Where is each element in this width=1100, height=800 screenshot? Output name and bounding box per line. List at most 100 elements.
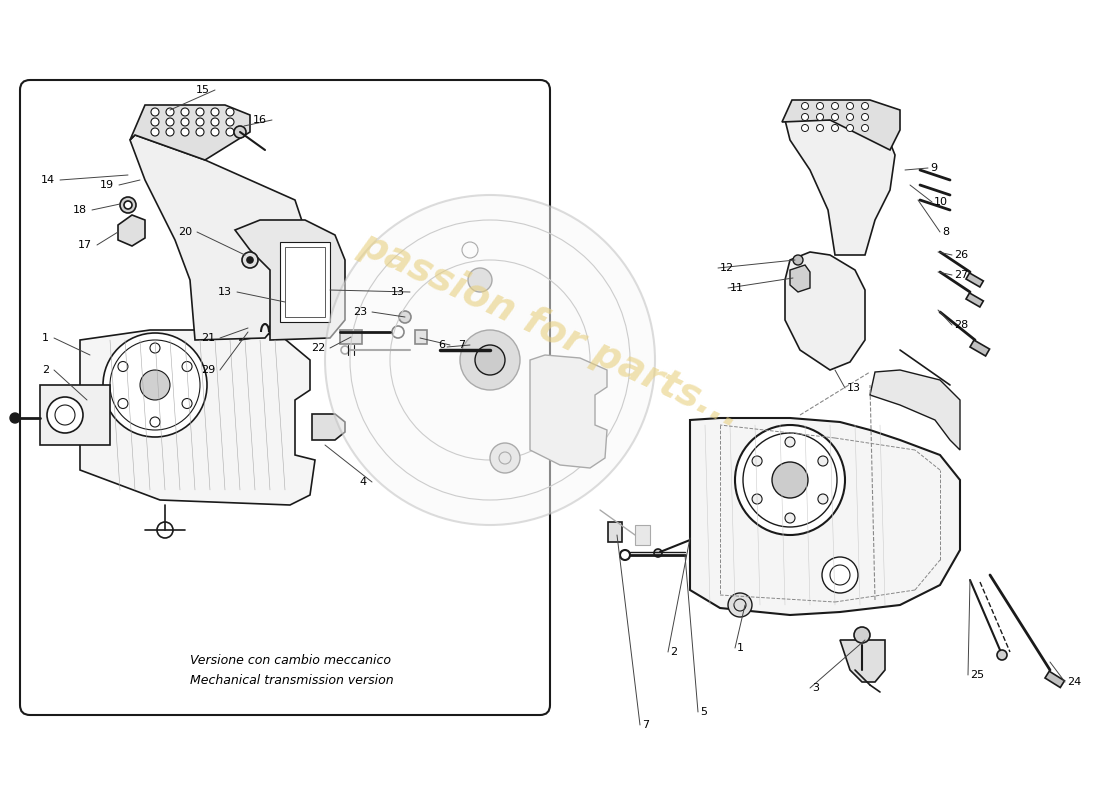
Text: 8: 8 [942, 227, 949, 237]
Circle shape [182, 128, 189, 136]
Circle shape [211, 128, 219, 136]
Circle shape [10, 413, 20, 423]
Circle shape [475, 345, 505, 375]
Circle shape [847, 125, 854, 131]
Circle shape [752, 456, 762, 466]
Text: 15: 15 [196, 85, 210, 95]
Circle shape [120, 197, 136, 213]
Circle shape [399, 311, 411, 323]
Circle shape [735, 425, 845, 535]
Text: 7: 7 [642, 720, 649, 730]
Circle shape [654, 549, 662, 557]
Polygon shape [130, 135, 305, 340]
Circle shape [816, 125, 824, 131]
Circle shape [997, 650, 1006, 660]
Polygon shape [118, 215, 145, 246]
Circle shape [486, 346, 494, 354]
Polygon shape [80, 330, 315, 505]
FancyBboxPatch shape [20, 80, 550, 715]
Circle shape [150, 417, 160, 427]
Circle shape [182, 362, 192, 371]
Text: 13: 13 [390, 287, 405, 297]
Bar [966, 273, 983, 287]
Text: 22: 22 [310, 343, 324, 353]
Text: 12: 12 [720, 263, 734, 273]
Text: 28: 28 [954, 320, 968, 330]
Circle shape [182, 118, 189, 126]
Polygon shape [608, 522, 622, 542]
Text: 2: 2 [42, 365, 50, 375]
Circle shape [166, 128, 174, 136]
Circle shape [785, 437, 795, 447]
Text: 4: 4 [360, 477, 367, 487]
Circle shape [772, 462, 808, 498]
Circle shape [802, 125, 808, 131]
Circle shape [822, 557, 858, 593]
Circle shape [151, 128, 160, 136]
Text: 6: 6 [438, 340, 446, 350]
Circle shape [324, 195, 654, 525]
Circle shape [47, 397, 82, 433]
Circle shape [242, 252, 258, 268]
Circle shape [490, 443, 520, 473]
Polygon shape [870, 370, 960, 450]
Circle shape [728, 593, 752, 617]
Text: 1: 1 [42, 333, 50, 343]
Circle shape [861, 114, 869, 121]
Circle shape [196, 128, 204, 136]
Circle shape [818, 456, 828, 466]
Circle shape [151, 118, 160, 126]
Bar [966, 293, 983, 307]
Text: 13: 13 [218, 287, 232, 297]
Circle shape [124, 201, 132, 209]
Circle shape [140, 370, 170, 400]
Bar [280, 242, 330, 322]
Polygon shape [312, 414, 345, 440]
Text: 1: 1 [737, 643, 744, 653]
Bar [1045, 671, 1065, 687]
Text: 26: 26 [954, 250, 968, 260]
Circle shape [832, 125, 838, 131]
Circle shape [226, 128, 234, 136]
Text: 17: 17 [78, 240, 92, 250]
Circle shape [118, 398, 128, 409]
Circle shape [196, 108, 204, 116]
Text: 25: 25 [970, 670, 985, 680]
Circle shape [861, 125, 869, 131]
Circle shape [460, 330, 520, 390]
Text: 13: 13 [847, 383, 861, 393]
Text: 5: 5 [700, 707, 707, 717]
Text: 27: 27 [954, 270, 968, 280]
Text: passion for parts...: passion for parts... [353, 225, 747, 435]
Polygon shape [55, 90, 155, 152]
Polygon shape [530, 355, 607, 468]
Circle shape [248, 257, 253, 263]
Circle shape [816, 102, 824, 110]
Circle shape [785, 513, 795, 523]
Circle shape [861, 102, 869, 110]
Text: 14: 14 [41, 175, 55, 185]
Text: 23: 23 [353, 307, 367, 317]
Polygon shape [785, 120, 895, 255]
Polygon shape [635, 525, 650, 545]
Circle shape [802, 114, 808, 121]
Polygon shape [785, 252, 865, 370]
Circle shape [103, 333, 207, 437]
Circle shape [226, 118, 234, 126]
Polygon shape [235, 220, 345, 340]
Bar [340, 330, 362, 344]
Bar [285, 247, 324, 317]
Circle shape [211, 108, 219, 116]
Circle shape [802, 102, 808, 110]
Text: 2: 2 [670, 647, 678, 657]
Text: Versione con cambio meccanico: Versione con cambio meccanico [190, 654, 390, 666]
Text: 11: 11 [730, 283, 744, 293]
Text: 7: 7 [458, 340, 465, 350]
Polygon shape [240, 310, 265, 340]
Polygon shape [782, 100, 900, 150]
Text: Mechanical transmission version: Mechanical transmission version [190, 674, 394, 686]
Circle shape [793, 255, 803, 265]
Text: 29: 29 [200, 365, 214, 375]
Text: 3: 3 [812, 683, 820, 693]
Circle shape [151, 108, 160, 116]
